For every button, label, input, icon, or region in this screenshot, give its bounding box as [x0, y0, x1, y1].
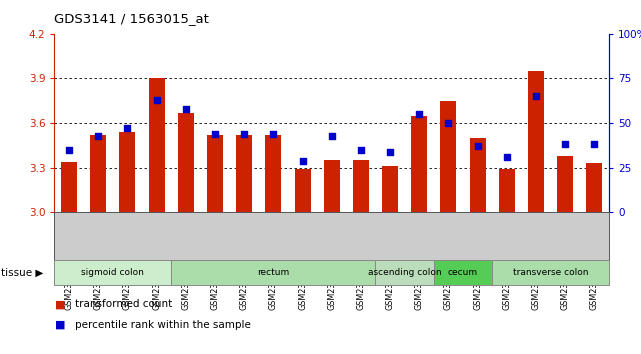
Bar [470, 138, 486, 212]
Bar [207, 135, 223, 212]
Bar [353, 160, 369, 212]
Text: sigmoid colon: sigmoid colon [81, 268, 144, 277]
Point [297, 158, 308, 164]
Point [122, 126, 133, 131]
Point [268, 131, 278, 137]
Point [64, 147, 74, 153]
Point [531, 93, 541, 99]
Bar [528, 71, 544, 212]
Bar [294, 169, 310, 212]
Bar [492, 260, 609, 285]
Bar [178, 113, 194, 212]
Bar [587, 163, 603, 212]
Text: ■: ■ [54, 299, 65, 309]
Point [414, 111, 424, 117]
Bar [265, 135, 281, 212]
Point [326, 133, 337, 138]
Point [181, 106, 191, 112]
Point [444, 120, 454, 126]
Text: ascending colon: ascending colon [368, 268, 442, 277]
Bar [61, 162, 77, 212]
Text: cecum: cecum [448, 268, 478, 277]
Bar [434, 260, 492, 285]
Text: percentile rank within the sample: percentile rank within the sample [75, 320, 251, 330]
Bar [412, 115, 428, 212]
Point [589, 142, 599, 147]
Point [210, 131, 220, 137]
Point [356, 147, 366, 153]
Point [239, 131, 249, 137]
Bar [171, 260, 376, 285]
Point [472, 143, 483, 149]
Point [151, 97, 162, 103]
Point [560, 142, 570, 147]
Bar [119, 132, 135, 212]
Bar [376, 260, 434, 285]
Bar [236, 135, 252, 212]
Bar [54, 260, 171, 285]
Bar [382, 166, 398, 212]
Text: ■: ■ [54, 320, 65, 330]
Text: tissue ▶: tissue ▶ [1, 268, 43, 278]
Text: GDS3141 / 1563015_at: GDS3141 / 1563015_at [54, 12, 210, 25]
Point [502, 154, 512, 160]
Text: transformed count: transformed count [75, 299, 172, 309]
Point [93, 133, 103, 138]
Text: rectum: rectum [257, 268, 290, 277]
Bar [557, 156, 573, 212]
Bar [149, 78, 165, 212]
Bar [440, 101, 456, 212]
Text: transverse colon: transverse colon [513, 268, 588, 277]
Bar [324, 160, 340, 212]
Bar [499, 169, 515, 212]
Bar [90, 135, 106, 212]
Point [385, 149, 395, 154]
